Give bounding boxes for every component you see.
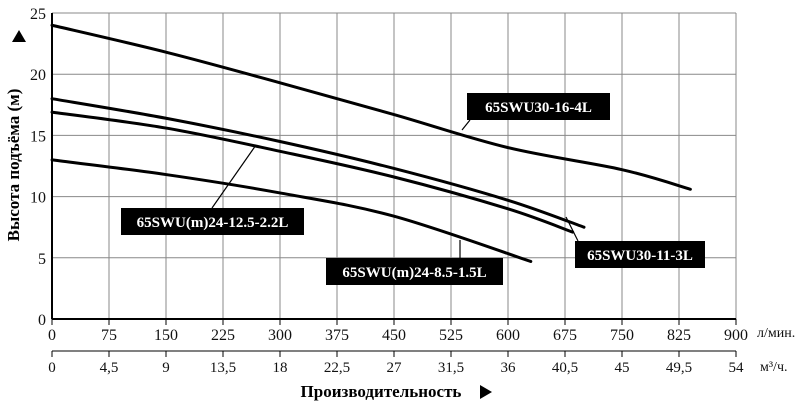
x-tick-label-secondary: 54 bbox=[729, 360, 745, 376]
x-axis-arrow-icon bbox=[480, 385, 492, 399]
callout-box-65swu-m-24-8-5-1-5l bbox=[326, 258, 503, 285]
series-line-65swu30-16-4l bbox=[50, 23, 692, 191]
y-axis-arrow-icon bbox=[12, 30, 26, 42]
x-tick-label-primary: 75 bbox=[101, 327, 117, 344]
callout-box-65swu30-11-3l bbox=[575, 241, 705, 268]
x-tick-label-primary: 0 bbox=[48, 327, 56, 344]
x-tick-label-primary: 375 bbox=[325, 327, 349, 344]
x-unit-primary: л/мин. bbox=[757, 326, 795, 341]
x-tick-label-secondary: 45 bbox=[615, 360, 630, 376]
y-tick-label: 0 bbox=[38, 312, 46, 329]
y-tick-label: 25 bbox=[30, 6, 46, 23]
x-tick-label-primary: 225 bbox=[211, 327, 235, 344]
callout-label-65swu-m-24-8-5-1-5l: 65SWU(m)24-8.5-1.5L bbox=[342, 265, 486, 281]
callout-box-65swu-m-24-12-5-2-2l bbox=[121, 208, 304, 235]
y-tick-label: 10 bbox=[30, 190, 46, 207]
y-tick-label: 5 bbox=[38, 251, 46, 268]
x-tick-label-primary: 300 bbox=[268, 327, 292, 344]
x-tick-label-secondary: 9 bbox=[162, 360, 170, 376]
x-tick-label-primary: 900 bbox=[724, 327, 748, 344]
x-tick-label-primary: 825 bbox=[667, 327, 691, 344]
x-tick-label-secondary: 40,5 bbox=[552, 360, 578, 376]
curves bbox=[50, 23, 692, 263]
callout-label-65swu-m-24-12-5-2-2l: 65SWU(m)24-12.5-2.2L bbox=[137, 215, 289, 231]
x-tick-label-primary: 600 bbox=[496, 327, 520, 344]
x-unit-secondary: м³/ч. bbox=[760, 360, 788, 375]
axis-titles: Высота подъёма (м) Производительность л/… bbox=[4, 30, 795, 401]
y-tick-label: 15 bbox=[30, 128, 46, 145]
callout-leader-65swu30-16-4l bbox=[461, 119, 471, 131]
x-tick-label-secondary: 36 bbox=[501, 360, 517, 376]
x-tick-label-primary: 450 bbox=[382, 327, 406, 344]
x-tick-label-secondary: 31,5 bbox=[438, 360, 464, 376]
callout-leader-65swu-m-24-12-5-2-2l bbox=[211, 144, 257, 209]
x-tick-label-secondary: 4,5 bbox=[100, 360, 119, 376]
axes bbox=[51, 13, 737, 357]
x-tick-label-secondary: 13,5 bbox=[210, 360, 236, 376]
callout-box-65swu30-16-4l bbox=[467, 93, 610, 120]
x-axis-title: Производительность bbox=[301, 382, 462, 401]
callout-leader-65swu30-11-3l bbox=[565, 216, 579, 242]
series-line-65swu-m-24-12-5-2-2l bbox=[50, 110, 575, 234]
curve-labels: 65SWU30-16-4L 65SWU30-11-3L 65SWU(m)24-12.… bbox=[121, 93, 705, 285]
x-tick-label-primary: 150 bbox=[154, 327, 178, 344]
x-tick-label-secondary: 22,5 bbox=[324, 360, 350, 376]
x-tick-label-primary: 750 bbox=[610, 327, 634, 344]
x-tick-label-secondary: 0 bbox=[48, 360, 56, 376]
y-tick-label: 20 bbox=[30, 67, 46, 84]
x-tick-label-secondary: 27 bbox=[387, 360, 403, 376]
callout-label-65swu30-16-4l: 65SWU30-16-4L bbox=[485, 100, 592, 116]
x-tick-label-secondary: 49,5 bbox=[666, 360, 692, 376]
series-line-65swu30-11-3l bbox=[50, 97, 586, 229]
y-axis-title: Высота подъёма (м) bbox=[4, 89, 23, 242]
callout-label-65swu30-11-3l: 65SWU30-11-3L bbox=[587, 248, 693, 264]
x-tick-label-primary: 675 bbox=[553, 327, 577, 344]
x-tick-label-secondary: 18 bbox=[273, 360, 288, 376]
x-tick-label-primary: 525 bbox=[439, 327, 463, 344]
series-line-65swu-m-24-8-5-1-5l bbox=[50, 158, 533, 263]
